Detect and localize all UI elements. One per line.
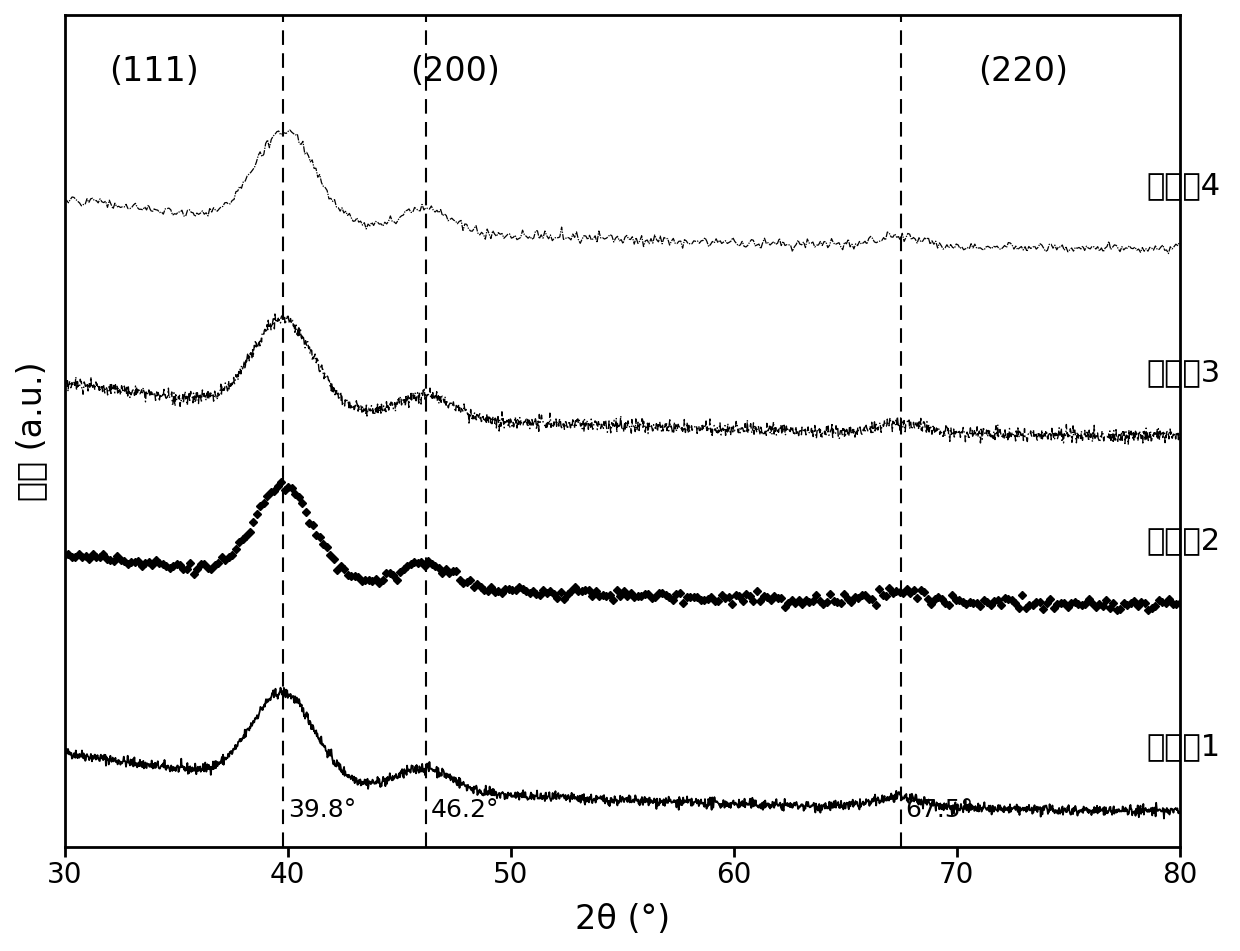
Text: 实施例1: 实施例1 bbox=[1146, 732, 1220, 761]
Text: 67.5°: 67.5° bbox=[905, 798, 973, 823]
Text: 39.8°: 39.8° bbox=[288, 798, 356, 823]
Text: 46.2°: 46.2° bbox=[430, 798, 498, 823]
Text: 实施例4: 实施例4 bbox=[1146, 171, 1220, 201]
X-axis label: 2θ (°): 2θ (°) bbox=[574, 903, 670, 936]
Y-axis label: 强度 (a.u.): 强度 (a.u.) bbox=[15, 361, 48, 500]
Text: (200): (200) bbox=[410, 55, 500, 88]
Text: 实施例3: 实施例3 bbox=[1146, 359, 1220, 387]
Text: (111): (111) bbox=[109, 55, 198, 88]
Text: (220): (220) bbox=[978, 55, 1069, 88]
Text: 实施例2: 实施例2 bbox=[1146, 527, 1220, 555]
